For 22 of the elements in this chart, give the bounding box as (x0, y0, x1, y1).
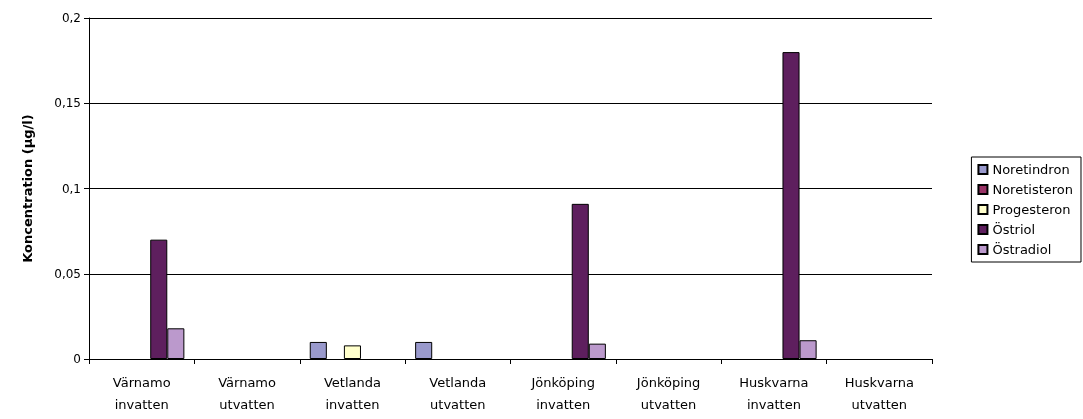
y-tick-label: 0,15 (54, 96, 81, 111)
x-tick-label: Vetlanda invatten (323, 374, 381, 412)
x-tick-label: Jönköping utvatten (635, 374, 701, 412)
y-tick-label: 0,2 (61, 11, 81, 25)
x-tick-label: Värnamo utvatten (218, 374, 276, 412)
bar (309, 341, 327, 359)
x-tick-label: Jönköping invatten (530, 374, 595, 412)
x-tick-label: Huskvarna utvatten (844, 374, 914, 412)
x-tick-label: Huskvarna invatten (739, 374, 809, 412)
legend-label: Östriol (992, 221, 1036, 237)
y-tick-label: 0 (73, 352, 81, 366)
legend-label: Progesteron (992, 202, 1071, 217)
y-axis-title: Koncentration (µg/l) (20, 114, 35, 263)
legend-label: Östradiol (992, 241, 1052, 257)
bar (343, 345, 361, 359)
bar (415, 341, 433, 359)
x-tick-label: Värnamo invatten (112, 374, 171, 412)
x-tick-label: Vetlanda utvatten (429, 374, 487, 412)
legend-label: Noretisteron (992, 182, 1074, 197)
y-tick-label: 0,1 (61, 181, 81, 196)
legend-label: Noretindron (992, 162, 1070, 177)
y-tick-label: 0,05 (54, 266, 81, 281)
